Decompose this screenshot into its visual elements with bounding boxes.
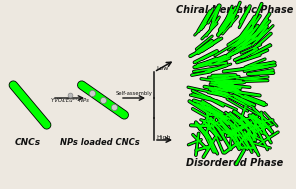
Text: CNCs: CNCs: [15, 138, 41, 147]
Text: High: High: [156, 135, 170, 140]
Text: Chiral Nematic Phase: Chiral Nematic Phase: [176, 5, 294, 15]
Text: Disordered Phase: Disordered Phase: [186, 158, 284, 168]
Text: NPs loaded CNCs: NPs loaded CNCs: [60, 138, 140, 147]
Text: Low: Low: [156, 66, 168, 71]
Text: Self-assembly: Self-assembly: [115, 91, 152, 96]
Text: YVO₄:Eu³⁺ NPs: YVO₄:Eu³⁺ NPs: [51, 98, 89, 102]
